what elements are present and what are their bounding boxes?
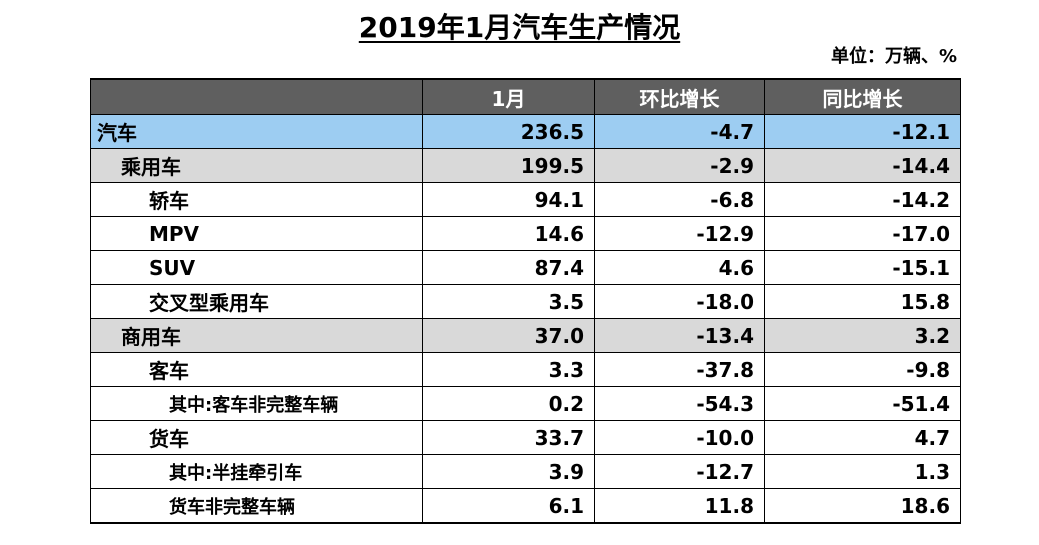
table-row: 乘用车 199.5 -2.9 -14.4 [90, 148, 961, 183]
table-row: 客车 3.3 -37.8 -9.8 [90, 352, 961, 387]
table-row: 汽车 236.5 -4.7 -12.1 [90, 114, 961, 149]
row-jan-value: 87.4 [422, 250, 595, 285]
header-month: 1月 [422, 78, 595, 115]
table-body: 汽车 236.5 -4.7 -12.1 乘用车 199.5 -2.9 -14.4 轿车 94.1-… [90, 114, 961, 524]
table-row: 商用车 37.0 -13.4 3.2 [90, 318, 961, 353]
row-jan-value: 37.0 [422, 318, 595, 353]
header-row: 1月 环比增长 同比增长 [90, 78, 961, 115]
row-yoy-value: -17.0 [764, 216, 961, 251]
row-name-cell: 货车 [90, 420, 423, 455]
row-name-cell: 轿车 [90, 182, 423, 217]
table-row: 轿车 94.1 -6.8 -14.2 [90, 182, 961, 217]
row-yoy-value: 3.2 [764, 318, 961, 353]
row-yoy-value: 1.3 [764, 454, 961, 489]
row-jan-value: 199.5 [422, 148, 595, 183]
row-yoy-value: 4.7 [764, 420, 961, 455]
table-row: 货车非完整车辆 6.1 11.8 18.6 [90, 488, 961, 524]
row-name-cell: 乘用车 [90, 148, 423, 183]
row-name-cell: SUV [90, 250, 423, 285]
table-row: SUV 87.4 4.6 -15.1 [90, 250, 961, 285]
row-mom-value: -12.9 [594, 216, 765, 251]
row-mom-value: -37.8 [594, 352, 765, 387]
row-yoy-value: -14.2 [764, 182, 961, 217]
row-name-cell: 货车非完整车辆 [90, 488, 423, 524]
row-jan-value: 236.5 [422, 114, 595, 149]
row-mom-value: -18.0 [594, 284, 765, 319]
row-name-cell: MPV [90, 216, 423, 251]
page-title: 2019年1月汽车生产情况 [0, 8, 1039, 48]
row-yoy-value: -15.1 [764, 250, 961, 285]
row-name-cell: 商用车 [90, 318, 423, 353]
production-table: 1月 环比增长 同比增长 汽车 236.5 -4.7 -12.1 乘用车 199.5 -2.… [90, 78, 961, 524]
row-mom-value: -54.3 [594, 386, 765, 421]
row-jan-value: 3.3 [422, 352, 595, 387]
row-name-cell: 其中:半挂牵引车 [90, 454, 423, 489]
table-row: 货车 33.7 -10.0 4.7 [90, 420, 961, 455]
row-yoy-value: -51.4 [764, 386, 961, 421]
header-yoy-growth: 同比增长 [764, 78, 961, 115]
row-mom-value: -13.4 [594, 318, 765, 353]
row-jan-value: 94.1 [422, 182, 595, 217]
row-mom-value: -10.0 [594, 420, 765, 455]
row-yoy-value: -9.8 [764, 352, 961, 387]
row-name-cell: 汽车 [90, 114, 423, 149]
table-row: 其中:客车非完整车辆 0.2 -54.3 -51.4 [90, 386, 961, 421]
row-mom-value: -2.9 [594, 148, 765, 183]
row-yoy-value: 18.6 [764, 488, 961, 524]
row-mom-value: 11.8 [594, 488, 765, 524]
row-jan-value: 3.5 [422, 284, 595, 319]
table-row: 其中:半挂牵引车 3.9 -12.7 1.3 [90, 454, 961, 489]
row-name-cell: 其中:客车非完整车辆 [90, 386, 423, 421]
table-row: 交叉型乘用车 3.5 -18.0 15.8 [90, 284, 961, 319]
header-mom-growth: 环比增长 [594, 78, 765, 115]
row-jan-value: 0.2 [422, 386, 595, 421]
table-header: 1月 环比增长 同比增长 [90, 78, 961, 115]
row-yoy-value: -14.4 [764, 148, 961, 183]
table-row: MPV 14.6 -12.9 -17.0 [90, 216, 961, 251]
row-mom-value: -6.8 [594, 182, 765, 217]
row-jan-value: 3.9 [422, 454, 595, 489]
row-yoy-value: 15.8 [764, 284, 961, 319]
header-category [90, 78, 423, 115]
row-jan-value: 14.6 [422, 216, 595, 251]
row-mom-value: -4.7 [594, 114, 765, 149]
row-name-cell: 客车 [90, 352, 423, 387]
page-title-text: 2019年1月汽车生产情况 [358, 11, 681, 44]
row-mom-value: -12.7 [594, 454, 765, 489]
row-mom-value: 4.6 [594, 250, 765, 285]
unit-label: 单位：万辆、% [830, 46, 957, 67]
row-jan-value: 6.1 [422, 488, 595, 524]
row-yoy-value: -12.1 [764, 114, 961, 149]
row-name-cell: 交叉型乘用车 [90, 284, 423, 319]
row-jan-value: 33.7 [422, 420, 595, 455]
